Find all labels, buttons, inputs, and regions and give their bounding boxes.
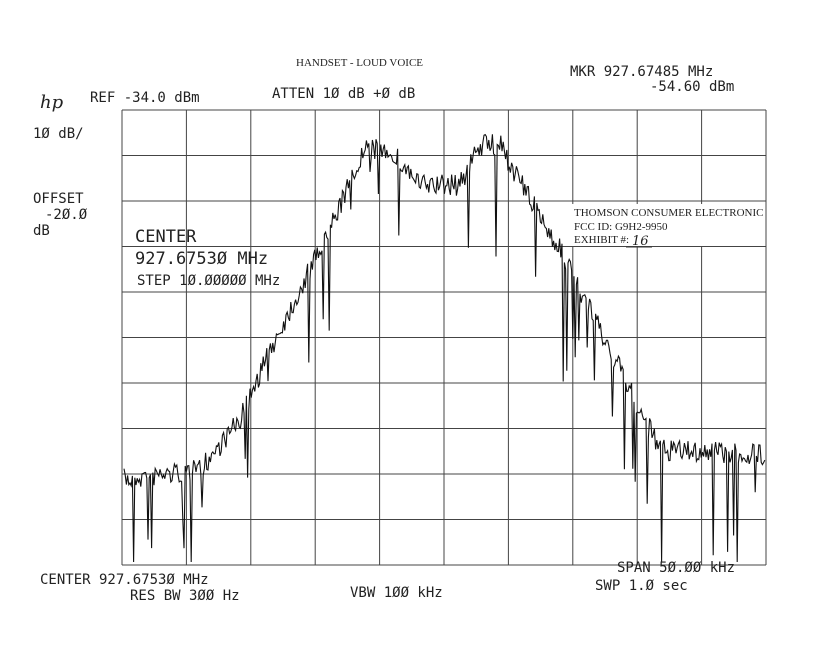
- graticule: [121, 109, 767, 566]
- stamp-background: [572, 204, 762, 246]
- marker-frequency: MKR 927.67485 MHz: [570, 64, 713, 80]
- attenuation: ATTEN 1Ø dB +Ø dB: [272, 86, 415, 102]
- stamp-company: THOMSON CONSUMER ELECTRONIC: [574, 207, 763, 219]
- scale: 1Ø dB/: [33, 126, 84, 142]
- span: SPAN 5Ø.ØØ kHz: [617, 560, 735, 576]
- logo: hp: [40, 92, 64, 113]
- footer-center: CENTER 927.6753Ø MHz: [40, 572, 209, 588]
- offset-value: -2Ø.Ø: [45, 207, 88, 223]
- stamp-exhibit: EXHIBIT #:: [574, 234, 629, 246]
- offset-unit: dB: [33, 223, 50, 239]
- spectrum-trace: [123, 133, 766, 563]
- marker-level: -54.60 dBm: [650, 79, 734, 95]
- reference-level: REF -34.0 dBm: [90, 90, 200, 106]
- video-bandwidth: VBW 1ØØ kHz: [350, 585, 443, 601]
- center-label: CENTER: [135, 227, 197, 247]
- stamp-exhibit-number: 16: [632, 234, 649, 249]
- center-value: 927.6753Ø MHz: [135, 249, 268, 269]
- offset-label: OFFSET: [33, 191, 84, 207]
- title: HANDSET - LOUD VOICE: [296, 57, 423, 69]
- sweep: SWP 1.Ø sec: [595, 578, 688, 594]
- step: STEP 1Ø.ØØØØØ MHz: [137, 273, 280, 289]
- stamp-fcc: FCC ID: G9H2-9950: [574, 221, 668, 233]
- resolution-bandwidth: RES BW 3ØØ Hz: [130, 588, 240, 604]
